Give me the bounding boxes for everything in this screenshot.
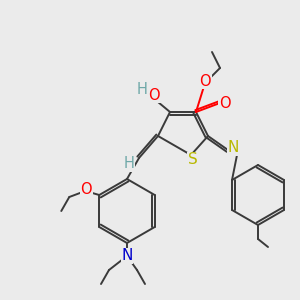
Text: H: H xyxy=(124,157,134,172)
Text: O: O xyxy=(148,88,160,103)
Text: S: S xyxy=(188,152,198,167)
Text: N: N xyxy=(121,248,133,263)
Text: O: O xyxy=(199,74,211,88)
Text: O: O xyxy=(219,95,231,110)
Text: H: H xyxy=(136,82,147,97)
Text: N: N xyxy=(227,140,239,155)
Text: O: O xyxy=(80,182,92,197)
